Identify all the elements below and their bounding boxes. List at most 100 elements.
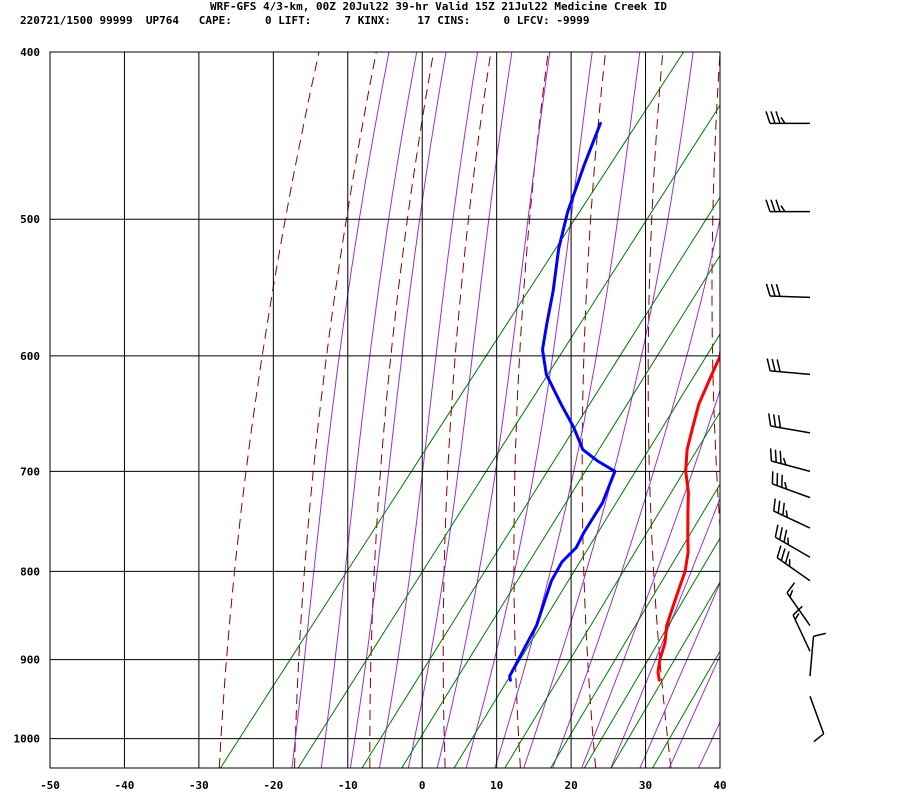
wind-barb <box>776 545 811 582</box>
temperature-tick-label: 30 <box>639 779 652 792</box>
wind-barb-feather <box>779 450 782 464</box>
wind-barb <box>765 199 810 213</box>
wind-barb-staff <box>773 510 811 529</box>
moist-adiabat <box>610 497 720 768</box>
temperature-profile <box>656 347 720 682</box>
mixing-ratio-line <box>361 196 720 768</box>
pressure-tick-label: 500 <box>20 213 40 226</box>
wind-barb <box>809 695 825 743</box>
wind-barb-feather <box>780 205 786 213</box>
dry-adiabat <box>834 52 897 768</box>
wind-barb-feather <box>789 589 794 598</box>
grid-lines <box>50 52 720 768</box>
wind-barb-staff <box>774 536 811 558</box>
wind-barb-feather <box>780 117 786 124</box>
temperature-tick-label: 40 <box>713 779 726 792</box>
mixing-ratio-line <box>610 581 720 768</box>
dewpoint-profile <box>508 121 617 682</box>
header-title-line: WRF-GFS 4/3-km, 00Z 20Jul22 39-hr Valid … <box>210 0 667 13</box>
dry-adiabat <box>442 52 492 768</box>
pressure-tick-label: 900 <box>20 654 40 667</box>
dry-adiabat <box>513 52 549 768</box>
wind-barb-feather <box>774 449 777 463</box>
dry-adiabat <box>647 52 672 768</box>
wind-barb-feather <box>765 199 771 212</box>
wind-barb-staff <box>772 483 811 499</box>
wind-barb-feather <box>813 632 826 638</box>
wind-barb-feather <box>766 358 771 372</box>
wind-barb-feather <box>765 283 771 297</box>
pressure-tick-label: 1000 <box>14 733 41 746</box>
moist-adiabat <box>349 52 447 768</box>
dry-adiabat <box>218 52 320 768</box>
pressure-tick-label: 800 <box>20 565 40 578</box>
wind-barb-feather <box>772 414 777 427</box>
wind-barb-feather <box>776 545 782 558</box>
wind-barb-feather <box>769 448 773 462</box>
moist-adiabat <box>291 52 390 768</box>
wind-barb <box>792 605 811 652</box>
pressure-tick-label: 600 <box>20 350 40 363</box>
mixing-ratio-line <box>220 52 685 768</box>
wind-barb-feather <box>775 111 781 124</box>
pressure-tick-labels: 400 500 600 700 800 900 1000 <box>14 46 41 746</box>
wind-barb-feather <box>777 415 782 428</box>
wind-barb-feather <box>778 527 783 540</box>
mixing-ratio-line <box>297 104 720 768</box>
moist-adiabat <box>436 52 551 768</box>
wind-barb-feather <box>780 548 786 561</box>
wind-barb-staff <box>770 370 811 376</box>
wind-barb-feather <box>774 524 779 538</box>
mixing-ratio-line <box>504 411 720 768</box>
mixing-ratio-line <box>453 333 720 768</box>
pressure-tick-label: 400 <box>20 46 40 59</box>
wind-barb <box>774 524 811 558</box>
wind-barb-feather <box>784 551 790 564</box>
wind-barb <box>809 632 826 677</box>
wind-barb <box>786 582 811 627</box>
wind-barb-feather <box>777 500 781 514</box>
temperature-tick-label: 10 <box>490 779 503 792</box>
moist-adiabat <box>552 217 720 768</box>
mixing-ratio-line <box>550 483 720 768</box>
dry-adiabat <box>581 52 606 768</box>
moist-adiabat <box>639 581 720 768</box>
dry-adiabat <box>711 52 720 534</box>
plot-frame <box>49 51 721 769</box>
dry-adiabat <box>294 52 377 768</box>
background-lines <box>218 52 900 772</box>
mixing-ratio-line <box>401 254 720 768</box>
temperature-tick-label: -10 <box>338 779 358 792</box>
wind-barb <box>766 358 811 376</box>
pressure-tick-label: 700 <box>20 465 40 478</box>
header: WRF-GFS 4/3-km, 00Z 20Jul22 39-hr Valid … <box>0 0 900 30</box>
wind-barb <box>771 471 811 499</box>
wind-barb-feather <box>786 582 796 594</box>
wind-barb <box>765 111 810 125</box>
wind-barb-staff <box>769 295 811 299</box>
moist-adiabat <box>726 52 900 772</box>
wind-barbs <box>765 111 826 743</box>
wind-barb-staff <box>776 557 811 582</box>
wind-barb <box>768 413 811 434</box>
wind-barb-feather <box>775 284 781 297</box>
wind-barb-feather <box>782 502 786 516</box>
wind-barb-feather <box>784 481 788 490</box>
moist-adiabat <box>494 52 641 768</box>
wind-barb-staff <box>771 460 811 473</box>
wind-barb-feather <box>775 199 781 212</box>
moist-adiabat <box>668 654 720 768</box>
profiles <box>508 121 720 682</box>
wind-barb-staff <box>770 425 811 434</box>
wind-barb-staff <box>792 614 811 652</box>
header-indices-line: 220721/1500 99999 UP764 CAPE: 0 LIFT: 7 … <box>20 14 590 27</box>
wind-barb <box>773 498 811 529</box>
temperature-tick-label: -20 <box>263 779 283 792</box>
dry-adiabat <box>369 52 435 768</box>
wind-barb-feather <box>785 510 789 518</box>
wind-barb-feather <box>813 733 825 743</box>
temperature-tick-label: -30 <box>189 779 209 792</box>
wind-barb-feather <box>770 199 776 212</box>
temperature-tick-label: 20 <box>564 779 577 792</box>
